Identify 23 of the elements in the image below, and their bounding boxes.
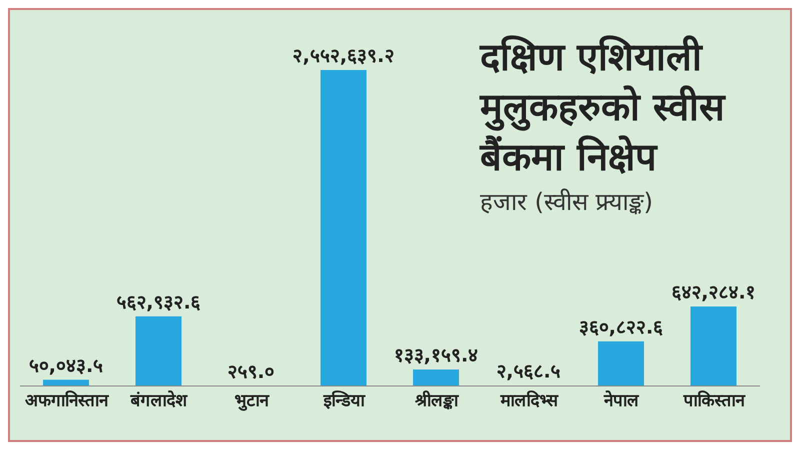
bar <box>690 306 736 386</box>
data-label: ६४२,२८४.१ <box>671 281 756 304</box>
x-tick-label: इन्डिया <box>322 390 366 412</box>
bar <box>136 316 182 386</box>
x-tick-label: मालदिभ्स <box>499 390 560 412</box>
data-label: २,५५२,६३९.२ <box>292 45 394 67</box>
x-tick-label: नेपाल <box>602 390 640 412</box>
data-label: २५९.० <box>227 360 275 383</box>
x-tick-label: भुटान <box>234 391 270 412</box>
data-label: १३३,१५९.४ <box>394 344 478 367</box>
data-label: ३६०,८२२.६ <box>578 316 664 338</box>
data-label: ५०,०४३.५ <box>28 354 104 377</box>
bar <box>413 370 459 386</box>
x-tick-label: अफगानिस्तान <box>24 390 109 412</box>
data-label: २,५६८.५ <box>496 360 561 383</box>
chart-title: दक्षिण एशियाली मुलुकहरुको स्वीस बैंकमा निक्षेप <box>480 34 727 181</box>
bar <box>320 70 366 386</box>
text: हजार (स्वीस फ्र्याङ्क) <box>480 187 654 217</box>
x-tick-label: पाकिस्तान <box>682 390 746 412</box>
x-tick-label: बंगलादेश <box>129 390 188 412</box>
data-label: ५६२,९३२.६ <box>116 291 201 314</box>
bar <box>598 341 644 386</box>
x-tick-label: श्रीलङ्का <box>414 390 459 412</box>
